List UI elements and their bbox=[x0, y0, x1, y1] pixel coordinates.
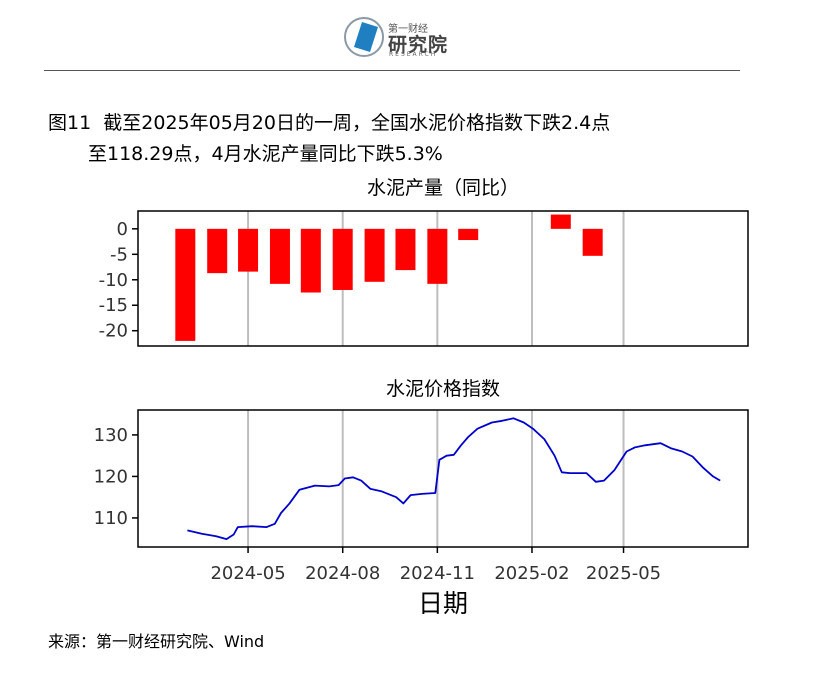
x-tick-label: 2024-05 bbox=[210, 563, 285, 584]
line-ytick-label: 120 bbox=[94, 466, 128, 487]
bar-2024-04 bbox=[207, 228, 228, 274]
line-ytick-label: 110 bbox=[94, 508, 128, 529]
line-panel-frame bbox=[137, 409, 749, 548]
bar-2025-04 bbox=[582, 228, 603, 256]
logo-small-text: 第一财经 bbox=[388, 24, 428, 35]
bar-2024-11 bbox=[427, 228, 448, 284]
x-tick-label: 2025-05 bbox=[586, 563, 661, 584]
bar-2024-10 bbox=[395, 228, 416, 271]
x-tick-label: 2025-02 bbox=[494, 563, 569, 584]
source-note: 来源：第一财经研究院、Wind bbox=[48, 632, 265, 651]
x-tick-label: 2024-11 bbox=[400, 563, 475, 584]
bar-panel-frame bbox=[137, 210, 749, 347]
bar-ytick-label: -10 bbox=[99, 270, 128, 291]
logo-english-text: RESEARCH bbox=[389, 51, 438, 58]
chart-title-price-index: 水泥价格指数 bbox=[386, 378, 500, 400]
x-axis-label: 日期 bbox=[418, 589, 468, 618]
bar-ytick-label: -15 bbox=[99, 295, 128, 316]
bar-ytick-label: -5 bbox=[110, 244, 128, 265]
figure-title: 图11 截至2025年05月20日的一周，全国水泥价格指数下跌2.4点 至118… bbox=[48, 108, 768, 170]
chart-title-production: 水泥产量（同比） bbox=[367, 177, 519, 199]
figure-number: 图11 bbox=[48, 112, 92, 134]
figure-title-line1: 截至2025年05月20日的一周，全国水泥价格指数下跌2.4点 bbox=[103, 112, 611, 134]
figure-title-line2: 至118.29点，4月水泥产量同比下跌5.3% bbox=[88, 143, 443, 165]
bar-2024-09 bbox=[364, 228, 385, 282]
bar-2025-03 bbox=[550, 214, 571, 229]
line-ytick-label: 130 bbox=[94, 425, 128, 446]
bar-2024-06 bbox=[269, 228, 290, 284]
header-divider bbox=[44, 70, 740, 71]
price-index-line bbox=[187, 417, 721, 540]
research-logo-icon bbox=[344, 17, 384, 57]
x-tick-label: 2024-08 bbox=[305, 563, 380, 584]
bar-2024-03 bbox=[175, 228, 196, 341]
logo bbox=[342, 14, 462, 60]
bar-ytick-label: 0 bbox=[117, 219, 128, 240]
bar-ytick-label: -20 bbox=[99, 321, 128, 342]
logo-main-text: 研究院 bbox=[388, 34, 449, 56]
bar-2024-05 bbox=[238, 228, 259, 272]
bar-2024-12 bbox=[458, 228, 479, 241]
bar-2024-08 bbox=[332, 228, 353, 290]
bar-2024-07 bbox=[300, 228, 321, 293]
